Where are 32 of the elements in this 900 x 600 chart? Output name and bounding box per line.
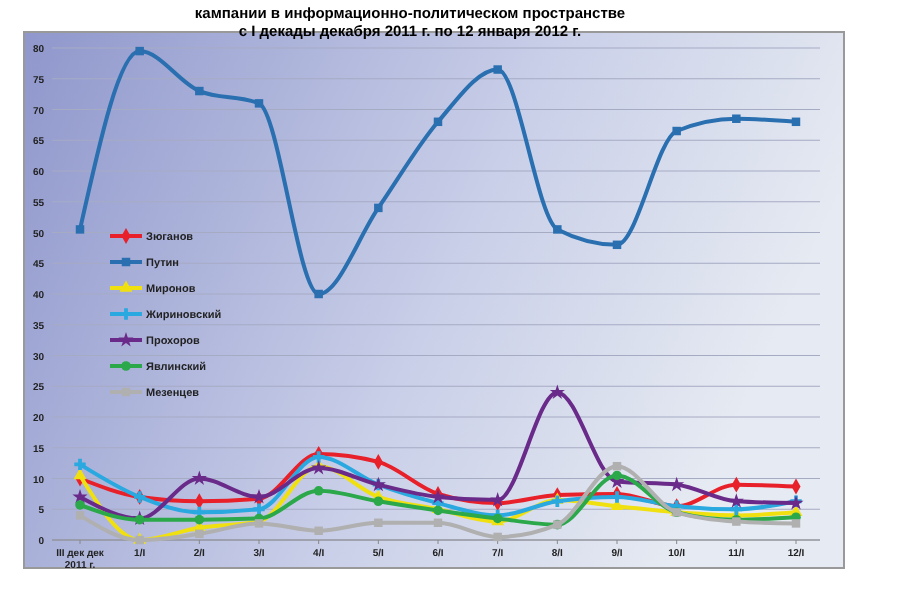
point [195, 529, 204, 539]
point [74, 458, 86, 471]
point [669, 476, 685, 492]
point [313, 486, 324, 496]
point [75, 500, 85, 510]
point [195, 86, 204, 96]
point [75, 225, 85, 234]
point [611, 491, 623, 503]
point [253, 503, 265, 515]
point [373, 496, 384, 507]
point [312, 451, 325, 463]
point [194, 514, 205, 525]
point [135, 46, 144, 56]
point [791, 519, 801, 528]
point [672, 126, 681, 136]
point [374, 203, 383, 213]
point [612, 470, 622, 481]
point [254, 519, 264, 528]
point [493, 532, 502, 542]
point [314, 289, 323, 299]
point [314, 526, 323, 536]
point [254, 99, 264, 108]
point [553, 225, 562, 234]
point [75, 511, 85, 520]
point [728, 493, 744, 508]
point [311, 460, 327, 475]
point [730, 503, 743, 515]
point [191, 470, 207, 485]
point [732, 114, 741, 123]
point [374, 518, 383, 528]
point [493, 65, 502, 74]
point [549, 384, 565, 399]
